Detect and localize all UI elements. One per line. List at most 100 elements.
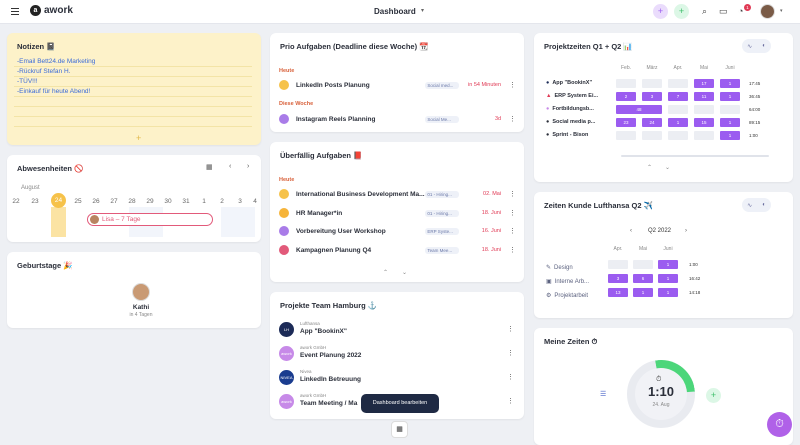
task-row[interactable]: Vorbereitung User Workshop ERP Syste... … (279, 223, 516, 239)
time-cell[interactable]: 11 (694, 92, 714, 101)
time-cell[interactable] (616, 79, 636, 88)
task-row[interactable]: LinkedIn Posts Planung Social med... in … (279, 77, 516, 93)
time-cell[interactable]: 23 (616, 118, 636, 127)
chevron-down-icon[interactable]: ▾ (780, 8, 783, 14)
task-project-tag[interactable]: 01 - Hiring... (425, 190, 460, 198)
time-cell[interactable] (608, 260, 628, 269)
time-cell[interactable]: 7 (668, 92, 688, 101)
time-cell[interactable]: 1 (658, 274, 678, 283)
activity-row-label[interactable]: ▣ Interne Arb... (546, 278, 608, 286)
line-chart-icon[interactable]: ∿ (747, 43, 753, 50)
project-time-row-label[interactable]: ● Fortbildungsb... (546, 106, 608, 112)
time-cell[interactable] (668, 105, 688, 114)
note-line[interactable]: -Rückruf Stefan H. (14, 67, 252, 77)
time-cell[interactable] (694, 105, 714, 114)
edit-dashboard-button[interactable]: ▦ (391, 421, 408, 438)
more-icon[interactable]: ⋮ (509, 228, 516, 235)
note-line-empty[interactable] (14, 117, 252, 127)
more-icon[interactable]: ⋮ (509, 191, 516, 198)
chevron-right-icon[interactable]: › (247, 163, 250, 170)
project-time-row-label[interactable]: ▲ ERP System Ei... (546, 93, 608, 99)
pie-chart-icon[interactable]: ◐ (762, 202, 766, 208)
chart-view-toggle[interactable]: ∿ ◐ (742, 198, 771, 212)
more-icon[interactable]: ⋮ (507, 398, 514, 405)
time-cell[interactable] (642, 79, 662, 88)
note-line[interactable]: -Einkauf für heute Abend! (14, 87, 252, 97)
start-timer-button[interactable]: + (674, 4, 689, 19)
chevron-down-icon[interactable]: ⌄ (665, 165, 671, 171)
time-cell[interactable]: 15 (694, 118, 714, 127)
chart-view-toggle[interactable]: ∿ ◐ (742, 39, 771, 53)
avatar[interactable] (132, 283, 150, 301)
menu-icon[interactable] (11, 8, 19, 15)
time-cell[interactable] (720, 105, 740, 114)
chevron-down-icon[interactable]: ▾ (421, 8, 425, 14)
horizontal-scrollbar[interactable] (621, 155, 769, 157)
add-note-icon[interactable]: + (136, 133, 142, 143)
add-task-button[interactable]: + (653, 4, 668, 19)
calendar-icon[interactable]: ▦ (206, 164, 213, 171)
timer-fab-button[interactable]: ⏱ (767, 412, 792, 437)
time-cell[interactable] (616, 131, 636, 140)
project-time-row-label[interactable]: ● Sprint - Bison (546, 132, 608, 138)
chevron-down-icon[interactable]: ⌄ (402, 270, 408, 276)
time-cell[interactable]: 1 (720, 118, 740, 127)
bell-icon[interactable]: ◔ (738, 6, 744, 16)
time-cell[interactable] (668, 79, 688, 88)
note-line[interactable]: -TÜV!!! (14, 77, 252, 87)
time-cell[interactable]: 1 (720, 92, 740, 101)
note-line[interactable]: -Email Bett24.de Marketing (14, 57, 252, 67)
time-cell[interactable]: 1 (668, 118, 688, 127)
add-time-button[interactable]: + (706, 388, 721, 403)
chevron-left-icon[interactable]: ‹ (630, 228, 632, 234)
more-icon[interactable]: ⋮ (509, 210, 516, 217)
activity-row-label[interactable]: ⚙ Projektarbeit (546, 292, 608, 300)
user-avatar[interactable] (760, 4, 775, 19)
time-cell[interactable]: 3 (608, 274, 628, 283)
chevron-right-icon[interactable]: › (685, 228, 687, 234)
time-cell[interactable]: 1 (658, 288, 678, 297)
chevron-up-icon[interactable]: ⌃ (647, 165, 653, 171)
list-icon[interactable]: ☰ (600, 391, 607, 398)
project-row[interactable]: NIVEA Nivea LinkedIn Betreuung ⋮ (279, 367, 516, 389)
comments-icon[interactable]: ▭ (719, 6, 728, 16)
task-row[interactable]: International Business Development Ma...… (279, 186, 516, 202)
time-cell[interactable] (633, 260, 653, 269)
more-icon[interactable]: ⋮ (509, 82, 516, 89)
line-chart-icon[interactable]: ∿ (747, 202, 753, 209)
task-project-tag[interactable]: Team Mee... (425, 246, 460, 254)
page-title[interactable]: Dashboard (374, 7, 416, 16)
more-icon[interactable]: ⋮ (507, 326, 514, 333)
time-cell[interactable] (668, 131, 688, 140)
project-time-row-label[interactable]: ● Social media p... (546, 119, 608, 125)
time-cell[interactable]: 48 (616, 105, 662, 114)
time-cell[interactable]: 17 (694, 79, 714, 88)
project-row[interactable]: awork awork GmbH Event Planung 2022 ⋮ (279, 343, 516, 365)
task-row[interactable]: Instagram Reels Planning Social Me... 3d… (279, 111, 516, 127)
app-logo[interactable]: a awork (30, 5, 73, 16)
note-line-empty[interactable] (14, 107, 252, 117)
time-cell[interactable]: 3 (642, 92, 662, 101)
project-row[interactable]: awork awork GmbH Team Meeting / Ma ⋮ (279, 391, 516, 413)
chevron-up-icon[interactable]: ⌃ (383, 270, 389, 276)
more-icon[interactable]: ⋮ (507, 350, 514, 357)
time-cell[interactable]: 1 (658, 260, 678, 269)
more-icon[interactable]: ⋮ (507, 374, 514, 381)
time-cell[interactable]: 1 (720, 131, 740, 140)
project-row[interactable]: LH Lufthansa App "BookinX" ⋮ (279, 319, 516, 341)
time-cell[interactable] (694, 131, 714, 140)
chevron-left-icon[interactable]: ‹ (229, 163, 232, 170)
activity-row-label[interactable]: ✎ Design (546, 264, 608, 272)
time-cell[interactable]: 24 (642, 118, 662, 127)
note-line-empty[interactable] (14, 97, 252, 107)
task-project-tag[interactable]: 01 - Hiring... (425, 209, 460, 217)
time-cell[interactable] (642, 131, 662, 140)
search-icon[interactable]: ⌕ (702, 6, 708, 16)
more-icon[interactable]: ⋮ (509, 116, 516, 123)
time-cell[interactable]: 1 (633, 288, 653, 297)
task-project-tag[interactable]: ERP Syste... (425, 227, 460, 235)
time-cell[interactable]: 2 (616, 92, 636, 101)
more-icon[interactable]: ⋮ (509, 247, 516, 254)
time-cell[interactable]: 1 (720, 79, 740, 88)
task-row[interactable]: HR Manager*in 01 - Hiring... 18. Juni ⋮ (279, 205, 516, 221)
